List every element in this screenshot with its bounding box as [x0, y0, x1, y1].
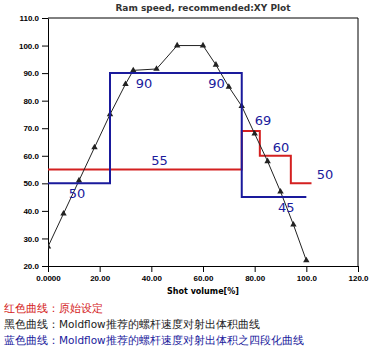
x-tick-line	[255, 266, 256, 272]
x-tick: 20.00	[90, 266, 111, 283]
series-marker	[226, 83, 232, 89]
y-tick: 40.0	[23, 207, 48, 216]
x-tick-label: 80.00	[245, 274, 266, 283]
y-tick-line	[42, 211, 48, 212]
series-marker	[174, 42, 180, 48]
y-tick-line	[42, 156, 48, 157]
series-marker	[290, 221, 296, 227]
y-tick-label: 110.0	[19, 14, 39, 23]
x-tick-line	[306, 266, 307, 272]
y-tick-line	[42, 238, 48, 239]
series-marker	[60, 210, 66, 216]
annotation: 50	[69, 186, 86, 201]
legend-entry: 黑色曲线：Moldflow推荐的螺杆速度对射出体积曲线	[4, 318, 260, 330]
series-marker	[200, 42, 206, 48]
y-tick-line	[42, 73, 48, 74]
x-tick-line	[358, 266, 359, 272]
y-axis: 20.0 30.0 40.0 50.0 60.0 70.0 80.0 90.0 100.0 110…	[19, 14, 49, 271]
x-tick-label: 20.00	[90, 274, 111, 283]
series-line	[48, 73, 306, 197]
y-tick-label: 60.0	[23, 152, 39, 161]
y-tick-label: 20.0	[23, 262, 39, 271]
legend: 红色曲线：原始设定黑色曲线：Moldflow推荐的螺杆速度对射出体积曲线蓝色曲线…	[4, 302, 304, 346]
series-marker	[213, 61, 219, 67]
series-marker	[264, 158, 270, 164]
series-marker	[76, 177, 82, 183]
annotation: 45	[278, 200, 295, 215]
x-tick-label: 60.00	[193, 274, 214, 283]
x-tick-label: 100.0	[297, 274, 318, 283]
series-marker	[277, 188, 283, 194]
x-tick-label: 40.00	[142, 274, 163, 283]
series-line	[48, 46, 306, 261]
annotation: 60	[273, 140, 290, 155]
annotation: 90	[208, 76, 225, 91]
plot: 0.0000 20.00 40.00 60.00 80.00 100.0 120.0 20.0…	[19, 14, 369, 283]
legend-entry: 蓝色曲线：Moldflow推荐的螺杆速度对射出体积之四段化曲线	[4, 334, 304, 346]
y-tick-label: 100.0	[19, 42, 40, 51]
x-axis: 0.0000 20.00 40.00 60.00 80.00 100.0 120.0	[36, 266, 369, 283]
series-marker	[130, 67, 136, 73]
y-tick-label: 50.0	[23, 179, 39, 188]
x-tick: 40.00	[142, 266, 163, 283]
y-tick-label: 40.0	[23, 207, 39, 216]
y-tick-line	[42, 46, 48, 47]
y-tick-label: 80.0	[23, 97, 39, 106]
annotation: 50	[317, 167, 334, 182]
frame-right	[358, 18, 359, 266]
y-axis-line	[48, 19, 49, 267]
series-line	[48, 131, 312, 183]
series-marker	[153, 65, 159, 71]
y-tick: 60.0	[23, 152, 48, 161]
x-tick-line	[203, 266, 204, 272]
series-marker	[303, 257, 309, 263]
y-tick-line	[42, 101, 48, 102]
y-tick-line	[42, 18, 48, 19]
x-axis-title: Shot volume[%]	[167, 287, 239, 296]
series-marker	[48, 243, 51, 249]
x-tick-label: 0.0000	[36, 274, 61, 283]
annotation: 69	[255, 113, 272, 128]
y-tick: 110.0	[19, 14, 48, 23]
x-tick: 120.0	[348, 266, 369, 283]
y-tick-label: 90.0	[23, 69, 39, 78]
x-tick-line	[100, 266, 101, 272]
y-tick: 70.0	[23, 124, 48, 133]
title: Ram speed, recommended:XY Plot	[115, 3, 291, 13]
y-tick: 20.0	[23, 262, 48, 271]
x-tick: 0.0000	[36, 266, 61, 283]
y-tick-label: 70.0	[23, 124, 39, 133]
x-tick: 60.00	[193, 266, 214, 283]
y-tick: 90.0	[23, 69, 48, 78]
x-tick-label: 120.0	[348, 274, 369, 283]
x-tick-line	[48, 266, 49, 272]
frame-top	[48, 18, 358, 19]
series-marker	[122, 80, 128, 86]
annotations: 55 50 90 90 6960 50 45	[69, 76, 334, 215]
x-tick: 100.0	[297, 266, 318, 283]
chart: 0.0000 20.00 40.00 60.00 80.00 100.0 120.0 20.0…	[0, 0, 372, 356]
y-tick: 100.0	[19, 42, 48, 51]
y-tick-line	[42, 183, 48, 184]
x-tick: 80.00	[245, 266, 266, 283]
legend-entry: 红色曲线：原始设定	[4, 302, 103, 314]
plot-area	[48, 18, 358, 266]
y-tick-line	[42, 128, 48, 129]
x-tick-line	[151, 266, 152, 272]
series-marker	[91, 144, 97, 150]
series-marker	[251, 130, 257, 136]
y-tick: 50.0	[23, 179, 48, 188]
marks	[48, 42, 312, 263]
annotation: 90	[136, 76, 153, 91]
y-tick-label: 30.0	[23, 235, 39, 244]
y-tick: 80.0	[23, 97, 48, 106]
annotation: 55	[151, 153, 168, 168]
y-tick-line	[42, 266, 48, 267]
y-tick: 30.0	[23, 235, 48, 244]
